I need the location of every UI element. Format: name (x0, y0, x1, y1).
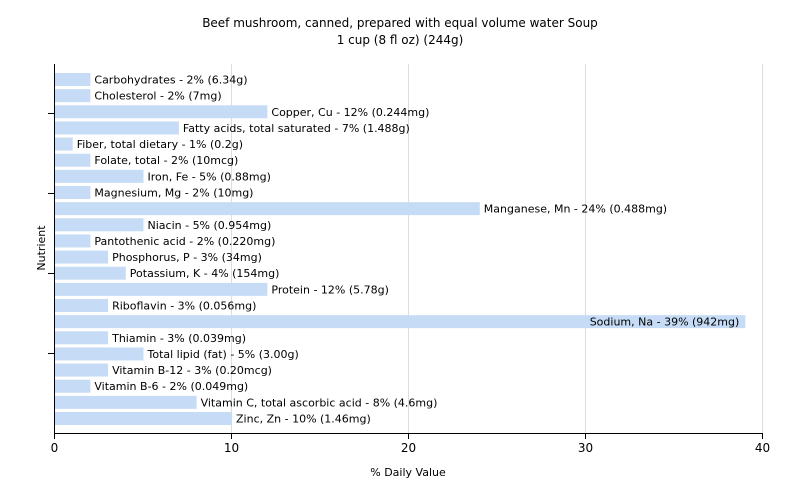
bar-label: Sodium, Na - 39% (942mg) (590, 316, 740, 329)
bar-label: Potassium, K - 4% (154mg) (130, 267, 280, 280)
axes: 0 10 20 30 40 (48, 64, 770, 455)
bar-label: Thiamin - 3% (0.039mg) (111, 332, 246, 345)
chart-subtitle: 1 cup (8 fl oz) (244g) (337, 33, 464, 47)
bar (55, 202, 480, 216)
bar (55, 379, 91, 393)
bar (55, 266, 126, 280)
bar (55, 234, 91, 248)
bar (55, 121, 179, 135)
bar-label: Fatty acids, total saturated - 7% (1.488… (183, 122, 410, 135)
bars: Carbohydrates - 2% (6.34g) Cholesterol - … (55, 73, 746, 426)
bar-label: Phosphorus, P - 3% (34mg) (112, 251, 262, 264)
bar (55, 412, 232, 425)
x-tick-label: 20 (401, 441, 416, 455)
bar (55, 169, 144, 183)
y-axis-title: Nutrient (35, 225, 48, 271)
bar (55, 395, 197, 409)
bar-label: Carbohydrates - 2% (6.34g) (94, 74, 247, 87)
bar (55, 282, 268, 296)
bar (55, 299, 109, 312)
bar-label: Cholesterol - 2% (7mg) (94, 90, 221, 103)
bar-label: Magnesium, Mg - 2% (10mg) (94, 187, 253, 200)
bar-label: Niacin - 5% (0.954mg) (148, 219, 272, 232)
bar (55, 331, 109, 345)
bar-label: Riboflavin - 3% (0.056mg) (112, 300, 256, 313)
bar (55, 250, 109, 264)
bar (55, 153, 91, 167)
bar (55, 186, 91, 199)
bar (55, 89, 91, 103)
grid-lines (231, 64, 763, 433)
bar-label: Total lipid (fat) - 5% (3.00g) (147, 348, 299, 361)
bar (55, 73, 91, 86)
x-tick-label: 10 (224, 441, 239, 455)
x-tick-label: 0 (51, 441, 59, 455)
bar-label: Zinc, Zn - 10% (1.46mg) (236, 413, 371, 426)
bar (55, 137, 73, 151)
bar-label: Vitamin C, total ascorbic acid - 8% (4.6… (201, 396, 438, 409)
bar-label: Vitamin B-6 - 2% (0.049mg) (94, 380, 248, 393)
chart-title: Beef mushroom, canned, prepared with equ… (202, 16, 598, 30)
bar (55, 105, 268, 119)
bar (55, 347, 144, 361)
bar-label: Iron, Fe - 5% (0.88mg) (148, 170, 271, 183)
x-tick-label: 40 (755, 441, 770, 455)
bar-label: Manganese, Mn - 24% (0.488mg) (484, 203, 667, 216)
bar-label: Pantothenic acid - 2% (0.220mg) (94, 235, 275, 248)
bar (55, 218, 144, 232)
bar-label: Folate, total - 2% (10mcg) (94, 154, 238, 167)
bar-label: Protein - 12% (5.78g) (271, 283, 389, 296)
x-tick-label: 30 (578, 441, 593, 455)
bar-label: Fiber, total dietary - 1% (0.2g) (77, 138, 243, 151)
bar (55, 315, 746, 329)
bar-label: Vitamin B-12 - 3% (0.20mcg) (112, 364, 272, 377)
bar-label: Copper, Cu - 12% (0.244mg) (271, 106, 429, 119)
bar (55, 363, 109, 377)
x-axis-title: % Daily Value (370, 466, 446, 479)
